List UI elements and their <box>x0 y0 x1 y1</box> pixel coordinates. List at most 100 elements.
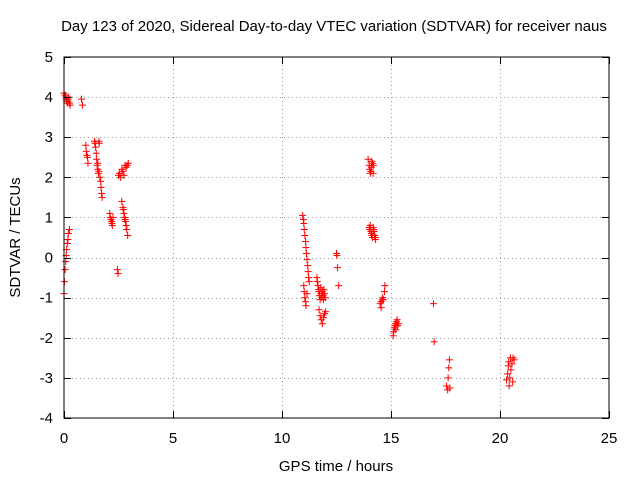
data-point <box>65 225 73 233</box>
y-axis-tick-labels: -4 -3 -2 -1 0 1 2 3 4 5 <box>40 49 53 427</box>
axis-ticks <box>64 57 610 419</box>
plot-frame <box>63 56 610 419</box>
data-point <box>319 314 327 322</box>
data-point <box>98 193 106 201</box>
x-tick-label: 25 <box>601 430 618 447</box>
data-point <box>120 209 128 217</box>
data-point <box>303 290 311 298</box>
data-point <box>446 384 454 392</box>
data-point <box>505 382 513 390</box>
data-point <box>63 240 71 248</box>
data-point <box>302 302 310 310</box>
data-point <box>335 282 343 290</box>
data-point <box>318 320 326 328</box>
data-point <box>108 221 116 229</box>
data-point <box>380 288 388 296</box>
data-point <box>95 167 103 175</box>
data-point <box>322 308 330 316</box>
y-tick-label: -2 <box>40 330 53 347</box>
data-point <box>370 161 378 169</box>
x-axis-label: GPS time / hours <box>279 458 393 475</box>
data-point <box>109 213 117 221</box>
y-tick-label: 3 <box>45 129 53 146</box>
data-point <box>302 250 310 258</box>
data-point <box>114 270 122 278</box>
data-point <box>304 268 312 276</box>
data-point <box>299 211 307 219</box>
y-tick-label: 4 <box>45 89 53 106</box>
data-point <box>430 338 438 346</box>
data-point <box>315 306 323 314</box>
y-tick-label: 2 <box>45 169 53 186</box>
data-point <box>377 304 385 312</box>
data-point <box>119 205 127 213</box>
data-point <box>369 169 377 177</box>
data-point <box>97 189 105 197</box>
data-point <box>303 256 311 264</box>
y-tick-label: 1 <box>45 209 53 226</box>
data-point <box>313 278 321 286</box>
data-point <box>508 360 516 368</box>
data-point <box>381 282 389 290</box>
x-tick-label: 5 <box>169 430 177 447</box>
data-point <box>370 227 378 235</box>
y-tick-label: -1 <box>40 290 53 307</box>
data-point <box>123 225 131 233</box>
x-tick-label: 20 <box>492 430 509 447</box>
data-point <box>64 236 72 244</box>
data-point <box>305 278 313 286</box>
data-point <box>96 173 104 181</box>
data-point <box>321 294 329 302</box>
data-point <box>82 147 90 155</box>
data-point <box>504 370 512 378</box>
data-point <box>333 252 341 260</box>
data-point <box>509 378 517 386</box>
y-tick-label: -3 <box>40 370 53 387</box>
data-point <box>121 217 129 225</box>
data-point <box>95 139 103 147</box>
data-point <box>64 229 72 237</box>
data-point <box>301 231 309 239</box>
y-tick-label: 5 <box>45 49 53 66</box>
data-point <box>506 374 514 382</box>
data-point <box>300 225 308 233</box>
data-point <box>113 266 121 274</box>
y-tick-label: 0 <box>45 250 53 267</box>
data-point <box>445 364 453 372</box>
data-point <box>392 326 400 334</box>
data-point <box>300 282 308 290</box>
data-point <box>300 219 308 227</box>
data-point <box>445 356 453 364</box>
data-point <box>84 153 92 161</box>
data-point <box>84 159 92 167</box>
data-point <box>305 274 313 282</box>
x-tick-label: 10 <box>274 430 291 447</box>
data-point <box>372 234 380 241</box>
data-point <box>430 300 438 308</box>
data-point <box>301 294 309 302</box>
x-tick-label: 15 <box>383 430 400 447</box>
data-point <box>302 238 310 246</box>
chart-title: Day 123 of 2020, Sidereal Day-to-day VTE… <box>61 18 607 35</box>
data-point <box>77 95 85 103</box>
data-point <box>124 231 132 239</box>
data-point <box>379 296 387 304</box>
data-point <box>304 262 312 270</box>
data-point <box>118 197 126 205</box>
data-point <box>62 258 70 266</box>
data-point <box>122 221 130 229</box>
data-point <box>93 155 101 163</box>
data-point <box>120 171 128 179</box>
data-point <box>79 101 87 109</box>
data-point <box>334 264 342 272</box>
data-point <box>92 149 100 157</box>
y-tick-label: -4 <box>40 410 53 427</box>
data-point <box>320 286 328 294</box>
data-point <box>510 356 518 364</box>
data-point <box>302 244 310 252</box>
data-point <box>119 167 127 175</box>
x-axis-tick-labels: 0 5 10 15 20 25 <box>60 430 618 447</box>
data-point <box>321 290 329 298</box>
